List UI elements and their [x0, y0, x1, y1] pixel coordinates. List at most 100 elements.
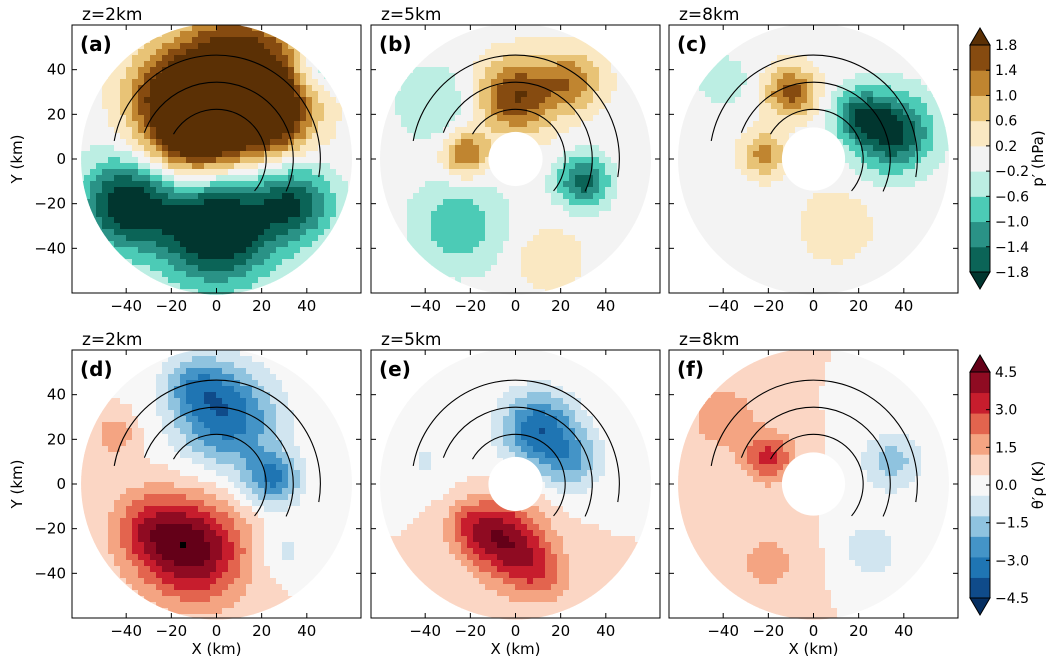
field-cell — [276, 193, 283, 200]
field-cell — [336, 49, 343, 56]
field-cell — [927, 55, 934, 62]
field-cell — [371, 181, 378, 188]
field-cell — [479, 73, 486, 80]
field-cell — [885, 61, 892, 68]
field-cell — [687, 73, 694, 80]
field-cell — [138, 199, 145, 206]
field-cell — [84, 67, 91, 74]
field-cell — [617, 79, 624, 86]
field-cell — [288, 109, 295, 116]
field-cell — [138, 217, 145, 224]
field-cell — [336, 223, 343, 230]
field-cell — [557, 181, 564, 188]
field-cell — [371, 169, 378, 176]
field-cell — [569, 241, 576, 248]
field-cell — [228, 217, 235, 224]
field-cell — [623, 205, 630, 212]
field-cell — [371, 157, 378, 164]
field-cell — [162, 55, 169, 62]
field-cell — [425, 289, 432, 295]
field-cell — [741, 61, 748, 68]
field-cell — [485, 199, 492, 206]
field-cell — [623, 79, 630, 86]
field-cell — [264, 253, 271, 260]
field-cell — [174, 193, 181, 200]
field-cell — [96, 187, 103, 194]
field-cell — [330, 127, 337, 134]
field-cell — [563, 67, 570, 74]
field-cell — [461, 139, 468, 146]
field-cell — [539, 247, 546, 254]
field-cell — [497, 247, 504, 254]
field-cell — [240, 61, 247, 68]
field-cell — [120, 85, 127, 92]
field-cell — [617, 187, 624, 194]
field-cell — [324, 115, 331, 122]
field-cell — [138, 211, 145, 218]
field-cell — [354, 151, 361, 158]
field-cell — [449, 163, 456, 170]
field-cell — [563, 121, 570, 128]
field-cell — [569, 109, 576, 116]
field-cell — [168, 55, 175, 62]
field-cell — [485, 169, 492, 176]
field-cell — [240, 247, 247, 254]
field-cell — [903, 61, 910, 68]
field-cell — [138, 31, 145, 38]
field-cell — [557, 205, 564, 212]
field-cell — [545, 241, 552, 248]
field-cell — [587, 193, 594, 200]
field-cell — [461, 85, 468, 92]
field-cell — [569, 25, 576, 32]
field-cell — [605, 169, 612, 176]
field-cell — [647, 55, 651, 62]
field-cell — [629, 235, 636, 242]
field-cell — [401, 181, 408, 188]
field-cell — [228, 25, 235, 32]
field-cell — [431, 247, 438, 254]
field-cell — [336, 163, 343, 170]
field-cell — [84, 253, 91, 260]
field-cell — [90, 199, 97, 206]
field-cell — [222, 289, 229, 295]
field-cell — [84, 145, 91, 152]
field-cell — [258, 175, 265, 182]
field-cell — [162, 253, 169, 260]
field-cell — [114, 283, 121, 290]
field-cell — [545, 73, 552, 80]
field-cell — [96, 169, 103, 176]
field-cell — [437, 265, 444, 272]
field-cell — [354, 79, 361, 86]
field-cell — [599, 79, 606, 86]
field-cell — [831, 31, 838, 38]
field-cell — [336, 97, 343, 104]
field-cell — [174, 169, 181, 176]
field-cell — [747, 31, 754, 38]
field-cell — [509, 109, 516, 116]
field-cell — [84, 175, 91, 182]
field-cell — [443, 241, 450, 248]
field-cell — [300, 157, 307, 164]
field-cell — [455, 37, 462, 44]
field-cell — [867, 55, 874, 62]
field-cell — [419, 25, 426, 32]
field-cell — [491, 187, 498, 194]
field-cell — [264, 289, 271, 295]
field-cell — [210, 229, 217, 236]
field-cell — [425, 115, 432, 122]
field-cell — [306, 187, 313, 194]
field-cell — [419, 199, 426, 206]
field-cell — [156, 181, 163, 188]
field-cell — [401, 109, 408, 116]
field-cell — [461, 223, 468, 230]
field-cell — [138, 85, 145, 92]
field-cell — [102, 97, 109, 104]
field-cell — [407, 139, 414, 146]
field-cell — [455, 157, 462, 164]
field-cell — [449, 121, 456, 128]
field-cell — [252, 283, 259, 290]
field-cell — [389, 163, 396, 170]
field-cell — [431, 151, 438, 158]
field-cell — [144, 217, 151, 224]
field-cell — [144, 259, 151, 266]
